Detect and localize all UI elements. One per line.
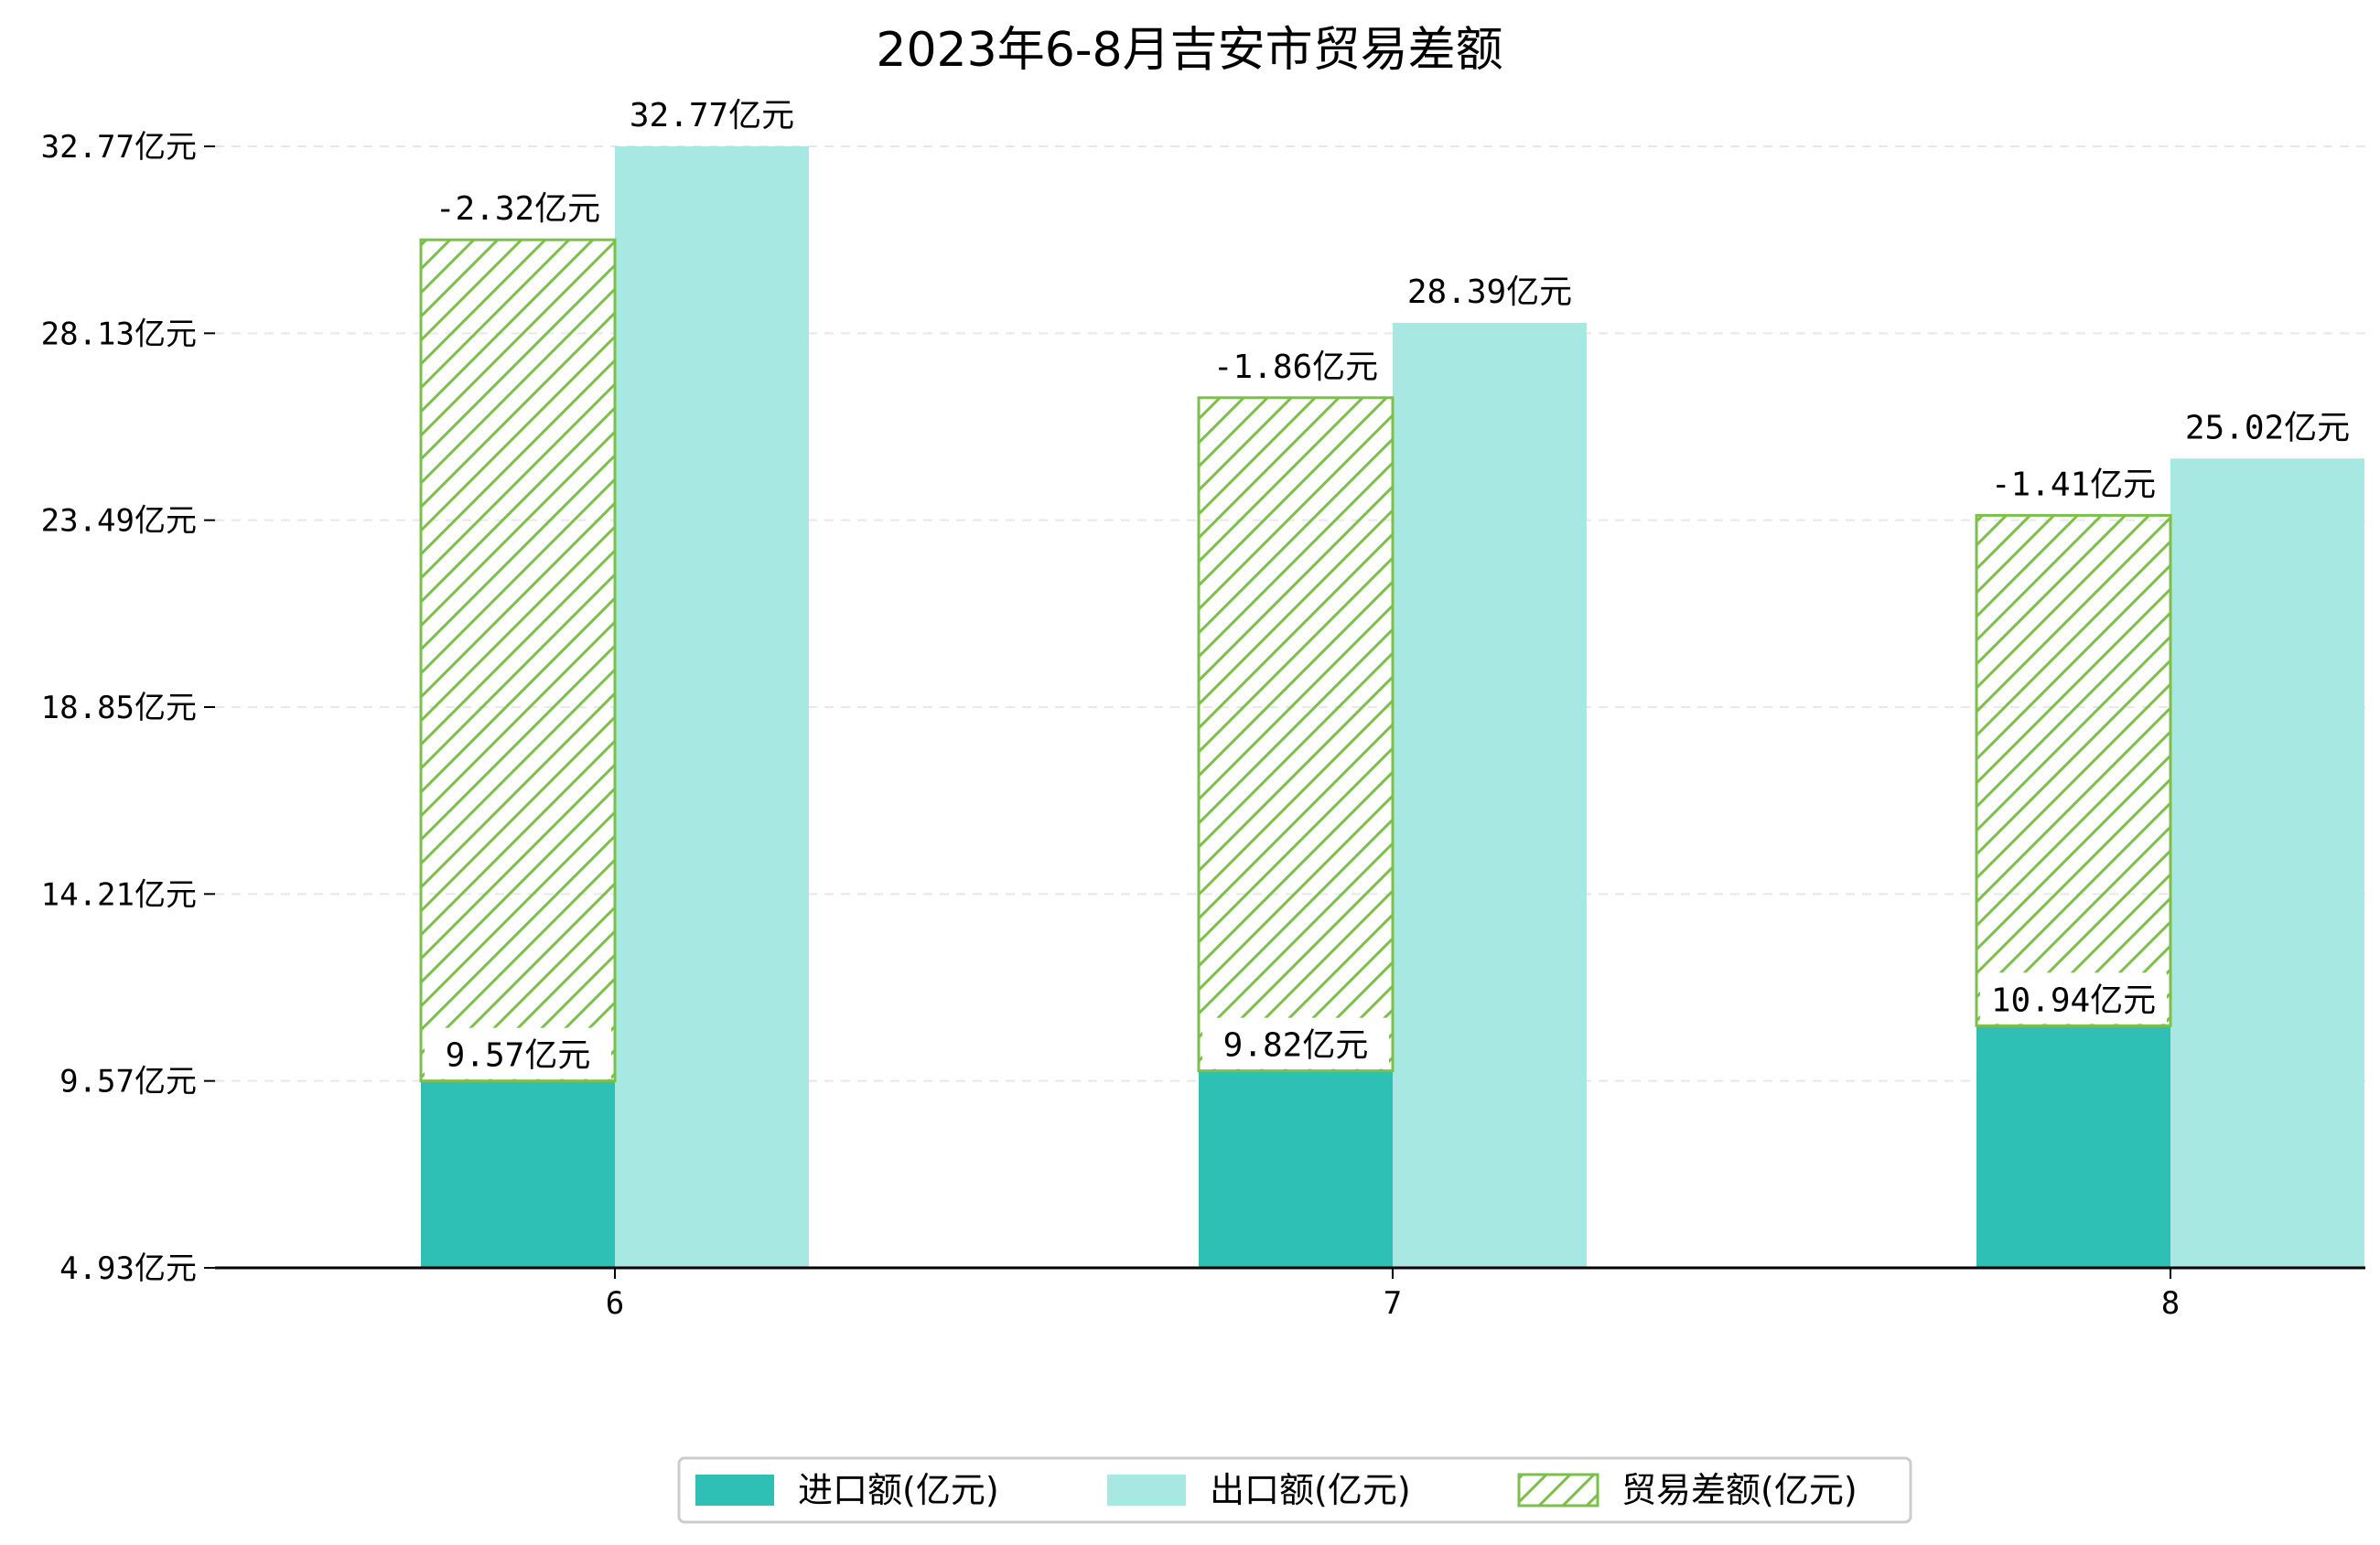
legend-label: 出口额(亿元) bbox=[1210, 1470, 1411, 1510]
legend-frame bbox=[677, 1456, 1912, 1524]
balance-bar bbox=[419, 238, 617, 1083]
data-labels: 9.57亿元 -2.32亿元 32.77亿元 9.82亿元 -1.86亿元 28.39亿元… bbox=[425, 97, 2350, 1079]
legend-swatch-export bbox=[1107, 1475, 1186, 1506]
import-label-bg bbox=[425, 1027, 611, 1079]
export-bar bbox=[1393, 322, 1587, 1269]
import-data-label: 9.82亿元 bbox=[1223, 1027, 1369, 1065]
y-tick-label: 14.21亿元 bbox=[41, 876, 197, 913]
y-tick-label: 4.93亿元 bbox=[59, 1250, 197, 1287]
legend-label: 进口额(亿元) bbox=[798, 1470, 999, 1510]
import-data-label: 10.94亿元 bbox=[1991, 982, 2156, 1019]
balance-bar bbox=[1975, 513, 2172, 1027]
import-bar bbox=[1976, 1025, 2170, 1268]
legend-swatch-balance bbox=[1517, 1473, 1599, 1507]
export-data-label: 25.02亿元 bbox=[2185, 409, 2350, 446]
axes: 4.93亿元 9.57亿元 14.21亿元 18.85亿元 23.49亿元 28.13亿元… bbox=[41, 129, 2365, 1322]
balance-data-label: -1.86亿元 bbox=[1213, 349, 1378, 386]
bars bbox=[419, 146, 2364, 1269]
balance-data-label: -1.41亿元 bbox=[1991, 466, 2156, 503]
export-data-label: 32.77亿元 bbox=[630, 97, 794, 134]
import-data-label: 9.57亿元 bbox=[446, 1037, 591, 1075]
export-data-label: 28.39亿元 bbox=[1407, 274, 1572, 311]
y-tick-label: 32.77亿元 bbox=[41, 129, 197, 166]
legend: 进口额(亿元) 出口额(亿元) 贸易差额(亿元) bbox=[677, 1456, 1912, 1524]
x-tick-label: 8 bbox=[2161, 1285, 2180, 1322]
import-bar bbox=[1199, 1070, 1393, 1268]
y-tick-label: 23.49亿元 bbox=[41, 503, 197, 540]
balance-data-label: -2.32亿元 bbox=[436, 190, 600, 228]
chart-title: 2023年6-8月吉安市贸易差额 bbox=[876, 23, 1502, 78]
import-label-bg bbox=[1980, 972, 2167, 1025]
import-bar bbox=[421, 1080, 615, 1268]
balance-bar bbox=[1197, 396, 1395, 1073]
y-tick-label: 28.13亿元 bbox=[41, 316, 197, 352]
x-tick-label: 7 bbox=[1384, 1285, 1402, 1322]
export-bar bbox=[2170, 458, 2364, 1268]
import-label-bg bbox=[1202, 1017, 1389, 1069]
x-tick-label: 6 bbox=[606, 1285, 624, 1322]
export-bar bbox=[615, 146, 809, 1268]
y-tick-label: 18.85亿元 bbox=[41, 690, 197, 726]
legend-swatch-import bbox=[695, 1475, 774, 1506]
legend-label: 贸易差额(亿元) bbox=[1621, 1470, 1858, 1510]
y-tick-label: 9.57亿元 bbox=[59, 1064, 197, 1100]
